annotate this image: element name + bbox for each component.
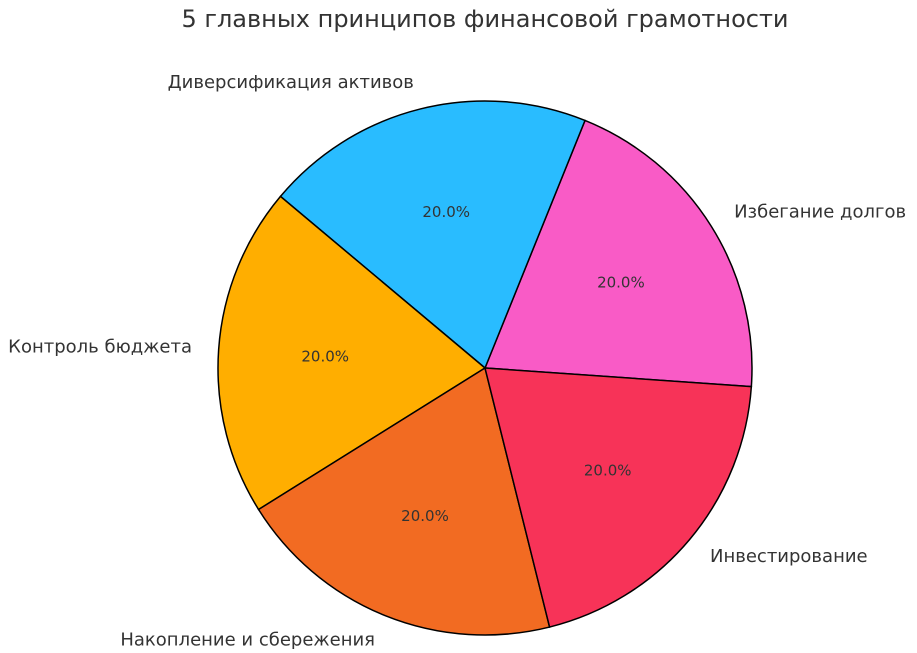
pie-slice-5 [484,367,753,628]
pie-category-label: Избегание долгов [734,201,906,222]
pie-slices [217,100,753,636]
pie-value-label: 20.0% [301,347,349,365]
pie-value-label: 20.0% [597,274,645,292]
pie-category-label: Инвестирование [710,546,868,567]
pie-labels: 20.0% Избегание долгов 20.0% Диверсификация… [8,72,906,650]
pie-category-label: Накопление и сбережения [120,629,375,650]
pie-category-label: Диверсификация активов [168,72,414,93]
pie-value-label: 20.0% [584,462,632,480]
pie-category-label: Контроль бюджета [8,337,192,358]
pie-slice-1 [483,119,753,388]
pie-value-label: 20.0% [422,203,470,221]
pie-slice-4 [257,366,551,636]
pie-value-label: 20.0% [401,507,449,525]
pie-slice-3 [217,195,487,511]
pie-slice-2 [279,100,586,370]
chart-title: 5 главных принципов финансовой грамотнос… [181,5,788,33]
